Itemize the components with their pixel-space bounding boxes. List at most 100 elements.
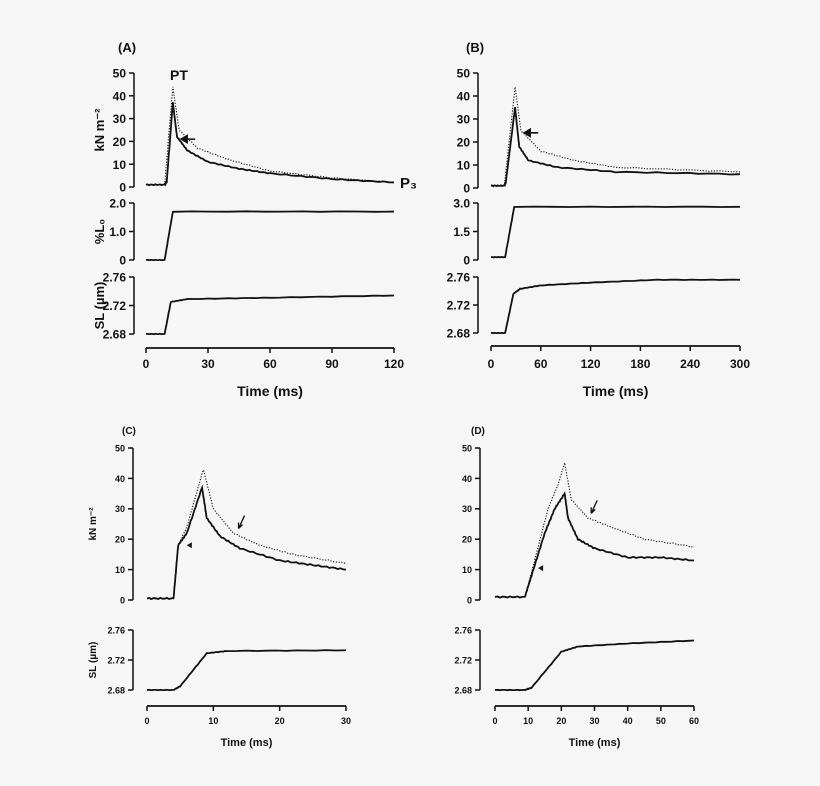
- y-tick-label: 2.72: [454, 655, 472, 665]
- x-tick-label: 120: [384, 357, 404, 371]
- x-tick-label: 0: [144, 716, 149, 726]
- y-tick-label: 2.76: [454, 625, 472, 635]
- y-tick-label: 20: [115, 535, 125, 545]
- phase3-label: P₃: [400, 175, 417, 192]
- y-tick-label: 30: [462, 504, 472, 514]
- y-tick-label: 10: [457, 159, 471, 173]
- y-tick-label: 3.0: [453, 197, 470, 211]
- arrow-icon: [179, 134, 196, 145]
- x-tick-label: 60: [263, 357, 277, 371]
- panel-label: (A): [118, 40, 136, 55]
- y-axis-label: kN m⁻²: [88, 507, 99, 541]
- x-tick-label: 20: [556, 716, 566, 726]
- y-tick-label: 20: [113, 135, 127, 149]
- arrowhead-icon: [186, 542, 192, 549]
- x-tick-label: 300: [730, 357, 750, 371]
- y-tick-label: 0: [119, 181, 126, 195]
- x-tick-label: 240: [680, 357, 700, 371]
- x-axis-label: Time (ms): [569, 737, 621, 749]
- y-tick-label: 2.72: [447, 299, 471, 313]
- panel-d: (D) 0 10 20 30 40 50 2.68 2.72 2.76 0 10 20 30 40 50 60 T…: [454, 426, 699, 749]
- arrowhead-icon: [538, 565, 544, 572]
- panel-label: (C): [122, 426, 136, 437]
- arrow-icon: [590, 500, 598, 514]
- x-tick-label: 0: [143, 357, 150, 371]
- y-tick-label: 1.0: [109, 225, 126, 239]
- y-tick-label: 10: [113, 158, 127, 172]
- x-tick-label: 0: [488, 357, 495, 371]
- y-tick-label: 50: [457, 67, 471, 81]
- peak-tension-label: PT: [170, 67, 188, 83]
- y-tick-label: 10: [462, 565, 472, 575]
- y-tick-label: 2.76: [103, 271, 127, 285]
- x-tick-label: 60: [689, 716, 699, 726]
- y-axis-label: SL (µm): [92, 282, 107, 330]
- y-tick-label: 2.76: [107, 625, 125, 635]
- y-tick-label: 0: [463, 254, 470, 268]
- y-tick-label: 2.76: [447, 271, 471, 285]
- x-tick-label: 0: [492, 716, 497, 726]
- y-tick-label: 20: [457, 136, 471, 150]
- y-tick-label: 40: [462, 474, 472, 484]
- y-tick-label: 30: [115, 504, 125, 514]
- y-tick-label: 50: [115, 443, 125, 453]
- y-tick-label: 20: [462, 535, 472, 545]
- y-tick-label: 0: [120, 595, 125, 605]
- x-axis-label: Time (ms): [221, 737, 273, 749]
- panel-c: (C) 0 10 20 30 40 50 kN m⁻² 2.68 2.72 2.76 SL (µm) 0…: [88, 426, 351, 749]
- y-axis-label: SL (µm): [88, 642, 99, 679]
- y-tick-label: 30: [113, 112, 127, 126]
- x-tick-label: 60: [534, 357, 548, 371]
- solid-trace: [145, 294, 395, 336]
- x-tick-label: 180: [630, 357, 650, 371]
- panel-b: (B) 0 10 20 30 40 50 0 1.5 3.0 2.68 2.72 2.76 0 60 120 1…: [447, 40, 751, 399]
- y-tick-label: 40: [457, 90, 471, 104]
- y-tick-label: 0: [467, 595, 472, 605]
- y-tick-label: 50: [113, 67, 127, 81]
- y-axis-label: %L₀: [92, 219, 107, 245]
- y-tick-label: 0: [463, 182, 470, 196]
- y-tick-label: 40: [115, 474, 125, 484]
- x-tick-label: 30: [201, 357, 215, 371]
- solid-trace: [490, 205, 741, 259]
- x-tick-label: 40: [623, 716, 633, 726]
- y-tick-label: 2.72: [103, 299, 127, 313]
- y-tick-label: 2.68: [107, 685, 125, 695]
- x-tick-label: 120: [581, 357, 601, 371]
- x-tick-label: 10: [523, 716, 533, 726]
- y-tick-label: 1.5: [453, 225, 470, 239]
- x-tick-label: 10: [208, 716, 218, 726]
- x-tick-label: 50: [656, 716, 666, 726]
- y-tick-label: 50: [462, 443, 472, 453]
- x-tick-label: 30: [589, 716, 599, 726]
- arrow-icon: [237, 515, 246, 530]
- solid-trace: [490, 106, 741, 188]
- dotted-trace: [494, 462, 694, 599]
- dotted-trace: [145, 86, 395, 186]
- solid-trace: [145, 102, 395, 187]
- x-tick-label: 20: [275, 716, 285, 726]
- y-tick-label: 30: [457, 113, 471, 127]
- y-tick-label: 2.68: [103, 328, 127, 342]
- solid-trace: [494, 639, 695, 692]
- x-axis-label: Time (ms): [583, 383, 649, 399]
- y-tick-label: 2.68: [447, 327, 471, 341]
- y-tick-label: 2.0: [109, 197, 126, 211]
- x-axis-label: Time (ms): [237, 383, 303, 399]
- solid-trace: [146, 649, 347, 692]
- y-tick-label: 10: [115, 565, 125, 575]
- y-axis-label: kN m⁻²: [92, 108, 107, 152]
- solid-trace: [490, 278, 741, 335]
- dotted-trace: [146, 468, 347, 600]
- solid-trace: [146, 484, 347, 601]
- y-tick-label: 0: [119, 254, 126, 268]
- dotted-trace: [490, 86, 741, 187]
- x-tick-label: 90: [325, 357, 339, 371]
- panel-a: (A) 0 10 20 30 40 50 kN m⁻² 0 1.0 2.0%L₀ 2.68 2.72 2.…: [92, 40, 417, 399]
- x-tick-label: 30: [341, 716, 351, 726]
- panel-label: (D): [471, 426, 485, 437]
- panel-label: (B): [466, 40, 484, 55]
- solid-trace: [494, 491, 695, 599]
- y-tick-label: 40: [113, 89, 127, 103]
- y-tick-label: 2.72: [107, 655, 125, 665]
